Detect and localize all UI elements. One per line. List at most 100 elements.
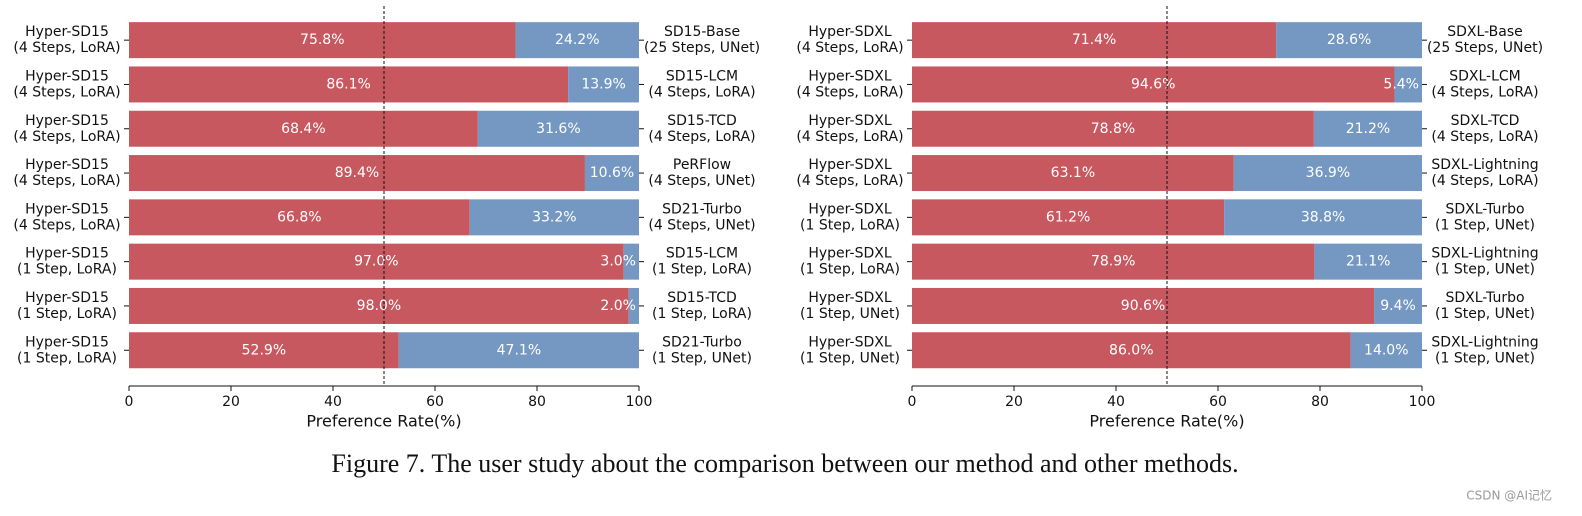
bar-segment — [1276, 22, 1422, 59]
bar-segment — [129, 66, 569, 103]
x-tick-label: 20 — [1005, 394, 1023, 410]
opponent-label: SDXL-Lightning — [1431, 334, 1538, 350]
opponent-label: SDXL-Lightning — [1431, 157, 1538, 173]
value-label: 13.9% — [581, 76, 625, 92]
x-tick-label: 80 — [1311, 394, 1329, 410]
value-label: 31.6% — [536, 121, 580, 137]
category-label: Hyper-SDXL — [808, 68, 891, 84]
value-label: 52.9% — [242, 342, 286, 358]
bar-segment — [1314, 243, 1422, 280]
category-label: (1 Step, UNet) — [800, 350, 900, 366]
value-label: 10.6% — [590, 165, 634, 181]
bar-segment — [1374, 287, 1422, 324]
opponent-label: SDXL-LCM — [1449, 68, 1521, 84]
opponent-label: SD15-LCM — [666, 68, 738, 84]
value-label: 38.8% — [1301, 209, 1345, 225]
category-label: (1 Step, LoRA) — [17, 262, 117, 278]
category-label: (1 Step, UNet) — [800, 306, 900, 322]
category-label: (4 Steps, LoRA) — [13, 84, 120, 100]
opponent-label: (1 Step, LoRA) — [652, 262, 752, 278]
value-label: 47.1% — [497, 342, 541, 358]
x-tick-label: 100 — [1409, 394, 1436, 410]
value-label: 3.0% — [600, 254, 636, 270]
category-label: Hyper-SDXL — [808, 201, 891, 217]
opponent-label: PeRFlow — [673, 157, 731, 173]
category-label: Hyper-SD15 — [25, 24, 109, 40]
category-label: Hyper-SD15 — [25, 246, 109, 262]
opponent-label: SD15-TCD — [667, 113, 737, 129]
opponent-label: (4 Steps, LoRA) — [1431, 173, 1538, 189]
value-label: 9.4% — [1380, 298, 1416, 314]
bar-segment — [477, 110, 639, 147]
bar-segment — [912, 199, 1225, 236]
value-label: 36.9% — [1306, 165, 1350, 181]
x-axis-label: Preference Rate(%) — [306, 412, 461, 431]
opponent-label: (4 Steps, LoRA) — [648, 84, 755, 100]
opponent-label: SDXL-Turbo — [1445, 290, 1524, 306]
x-tick-label: 100 — [626, 394, 653, 410]
opponent-label: (1 Step, LoRA) — [652, 306, 752, 322]
category-label: Hyper-SDXL — [808, 24, 891, 40]
bar-segment — [129, 22, 516, 59]
bar-segment — [912, 243, 1315, 280]
bar-segment — [129, 287, 629, 324]
opponent-label: (4 Steps, LoRA) — [648, 129, 755, 145]
value-label: 61.2% — [1046, 209, 1090, 225]
category-label: (4 Steps, LoRA) — [796, 173, 903, 189]
bar-segment — [1350, 332, 1422, 369]
watermark: CSDN @AI记忆 — [1466, 489, 1552, 503]
value-label: 21.1% — [1346, 254, 1390, 270]
x-tick-label: 80 — [528, 394, 546, 410]
bar-segment — [912, 22, 1277, 59]
category-label: Hyper-SD15 — [25, 334, 109, 350]
category-label: (4 Steps, LoRA) — [13, 217, 120, 233]
category-label: Hyper-SDXL — [808, 334, 891, 350]
value-label: 75.8% — [300, 32, 344, 48]
value-label: 68.4% — [281, 121, 325, 137]
bar-segment — [398, 332, 639, 369]
x-tick-label: 0 — [125, 394, 134, 410]
bar-segment — [568, 66, 639, 103]
opponent-label: (4 Steps, LoRA) — [1431, 129, 1538, 145]
opponent-label: (4 Steps, UNet) — [648, 173, 755, 189]
bar-segment — [129, 243, 624, 280]
opponent-label: (1 Step, UNet) — [1435, 306, 1535, 322]
opponent-label: SDXL-Lightning — [1431, 246, 1538, 262]
bar-segment — [1313, 110, 1422, 147]
value-label: 24.2% — [555, 32, 599, 48]
category-label: (1 Step, LoRA) — [800, 262, 900, 278]
bar-segment — [912, 155, 1234, 192]
value-label: 98.0% — [357, 298, 401, 314]
category-label: Hyper-SD15 — [25, 290, 109, 306]
x-tick-label: 60 — [1209, 394, 1227, 410]
category-label: Hyper-SDXL — [808, 246, 891, 262]
bar-segment — [584, 155, 639, 192]
bar-segment — [1233, 155, 1422, 192]
category-label: Hyper-SD15 — [25, 157, 109, 173]
bar-segment — [1394, 66, 1422, 103]
category-label: Hyper-SD15 — [25, 201, 109, 217]
value-label: 71.4% — [1072, 32, 1116, 48]
category-label: Hyper-SD15 — [25, 113, 109, 129]
category-label: Hyper-SDXL — [808, 113, 891, 129]
category-label: (4 Steps, LoRA) — [13, 129, 120, 145]
bar-segment — [129, 199, 470, 236]
value-label: 28.6% — [1327, 32, 1371, 48]
opponent-label: SD21-Turbo — [662, 201, 742, 217]
caption: Figure 7. The user study about the compa… — [331, 449, 1238, 478]
category-label: Hyper-SDXL — [808, 157, 891, 173]
opponent-label: SD21-Turbo — [662, 334, 742, 350]
opponent-label: SDXL-Turbo — [1445, 201, 1524, 217]
value-label: 33.2% — [532, 209, 576, 225]
category-label: (4 Steps, LoRA) — [796, 40, 903, 56]
category-label: Hyper-SDXL — [808, 290, 891, 306]
value-label: 63.1% — [1051, 165, 1095, 181]
bar-segment — [912, 332, 1351, 369]
bar-segment — [515, 22, 639, 59]
bar-segment — [912, 287, 1375, 324]
x-axis-label: Preference Rate(%) — [1089, 412, 1244, 431]
value-label: 89.4% — [335, 165, 379, 181]
x-tick-label: 20 — [222, 394, 240, 410]
x-tick-label: 40 — [1107, 394, 1125, 410]
